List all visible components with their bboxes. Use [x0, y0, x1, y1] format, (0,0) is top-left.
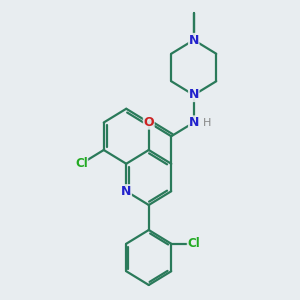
Text: N: N	[189, 116, 199, 129]
Text: H: H	[202, 118, 211, 128]
Text: N: N	[189, 88, 199, 101]
Text: O: O	[143, 116, 154, 129]
Text: Cl: Cl	[188, 237, 200, 250]
Text: N: N	[189, 34, 199, 46]
Text: Cl: Cl	[75, 157, 88, 170]
Text: N: N	[121, 185, 131, 198]
